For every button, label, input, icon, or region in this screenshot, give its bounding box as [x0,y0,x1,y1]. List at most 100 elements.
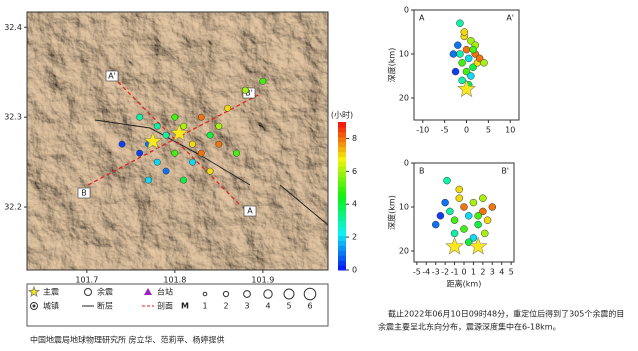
aftershock [454,42,461,49]
magnitude-symbol [244,291,251,298]
aftershock [470,46,477,53]
aftershock [216,141,222,147]
aftershock [451,217,458,224]
panel-frame [414,163,514,262]
aftershock [119,141,125,147]
aftershock [432,221,439,228]
aftershock [207,168,213,174]
aftershock [172,114,178,120]
profile-end: B [419,167,425,176]
x-tick-label: 5 [486,126,491,135]
aftershock [154,159,160,165]
aftershock [461,29,468,36]
x-axis-label: 距离(km) [447,279,482,289]
aftershock [437,212,444,219]
aftershock [180,123,186,129]
aftershock [456,186,463,193]
x-tick-label: 0 [464,126,469,135]
colorbar-swatch [338,245,346,250]
x-tick-label: 101.9 [251,276,274,285]
colorbar-swatch [338,240,346,245]
colorbar-swatch [338,186,346,191]
x-tick-label: -1 [451,268,459,277]
colorbar-swatch [338,181,346,186]
aftershock [465,55,472,62]
aftershock [444,177,451,184]
aftershock [452,68,459,75]
magnitude-symbol [304,288,316,300]
legend-triangle [144,288,152,295]
aftershock [467,73,474,80]
aftershock [163,132,169,138]
magnitude-symbol [203,292,207,296]
colorbar-swatch [338,157,346,162]
colorbar-swatch [338,122,346,127]
aftershock [484,217,491,224]
profile-end: A' [506,14,514,23]
colorbar-swatch [338,161,346,166]
colorbar-swatch [338,196,346,201]
aftershock [481,59,488,66]
y-tick-label: 32.2 [4,203,22,212]
magnitude-label: 6 [307,302,312,311]
x-tick-label: -4 [422,268,430,277]
x-tick-label: 2 [480,268,485,277]
colorbar-swatch [338,255,346,260]
aftershock [207,132,213,138]
legend-box [27,284,328,326]
colorbar-swatch [338,206,346,211]
colorbar-swatch [338,201,346,206]
y-tick-label: 0 [404,159,409,168]
legend-star [29,287,39,296]
magnitude-symbol [223,291,228,296]
aftershock [463,46,470,53]
aftershock [154,123,160,129]
aftershock [163,168,169,174]
legend-m: M [181,302,189,311]
aftershock [260,78,266,84]
x-tick-label: -5 [441,126,449,135]
y-axis-label: 深度(km) [387,195,397,230]
colorbar-swatch [338,142,346,147]
aftershock [450,51,457,58]
aftershock [180,177,186,183]
x-tick-label: 3 [490,268,495,277]
colorbar-swatch [338,127,346,132]
aftershock [189,159,195,165]
legend-label: 主震 [43,287,59,297]
magnitude-label: 1 [202,302,207,311]
legend-label: 剖面 [157,301,173,311]
panel-frame [414,10,519,120]
legend-town-dot [33,305,36,308]
profile-label: B [81,189,87,198]
aftershock [136,114,142,120]
aftershock [459,59,466,66]
colorbar-swatch [338,221,346,226]
colorbar-title: (小时) [331,110,353,120]
colorbar-swatch [338,226,346,231]
aftershock [461,204,468,211]
aftershock [470,199,477,206]
colorbar-swatch [338,265,346,270]
colorbar-swatch [338,147,346,152]
colorbar-swatch [338,231,346,236]
aftershock [479,195,486,202]
x-tick-label: 0 [461,268,466,277]
x-tick-label: -3 [432,268,440,277]
x-tick-label: -2 [441,268,449,277]
magnitude-label: 5 [286,302,291,311]
aftershock [136,150,142,156]
aftershock [456,195,463,202]
colorbar-tick-label: 6 [352,167,357,176]
colorbar-swatch [338,132,346,137]
aftershock [461,226,468,233]
y-tick-label: 32.3 [4,113,22,122]
aftershock [446,208,453,215]
colorbar-swatch [338,166,346,171]
colorbar-swatch [338,152,346,157]
colorbar-tick-label: 0 [352,266,357,275]
y-tick-label: 20 [399,94,409,103]
profile-end: B' [501,167,509,176]
colorbar-swatch [338,235,346,240]
aftershock [242,87,248,93]
